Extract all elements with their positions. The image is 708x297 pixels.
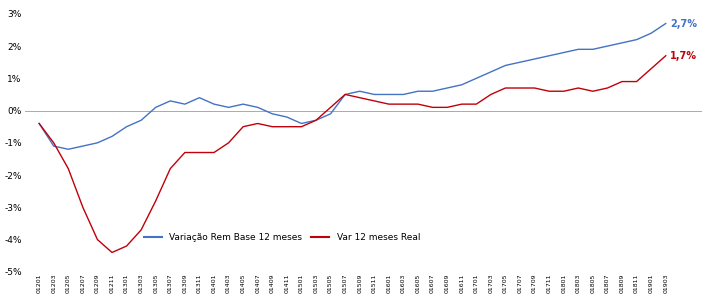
Legend: Variação Rem Base 12 meses, Var 12 meses Real: Variação Rem Base 12 meses, Var 12 meses… (140, 230, 423, 246)
Text: 1,7%: 1,7% (670, 51, 697, 61)
Text: 2,7%: 2,7% (670, 18, 697, 29)
